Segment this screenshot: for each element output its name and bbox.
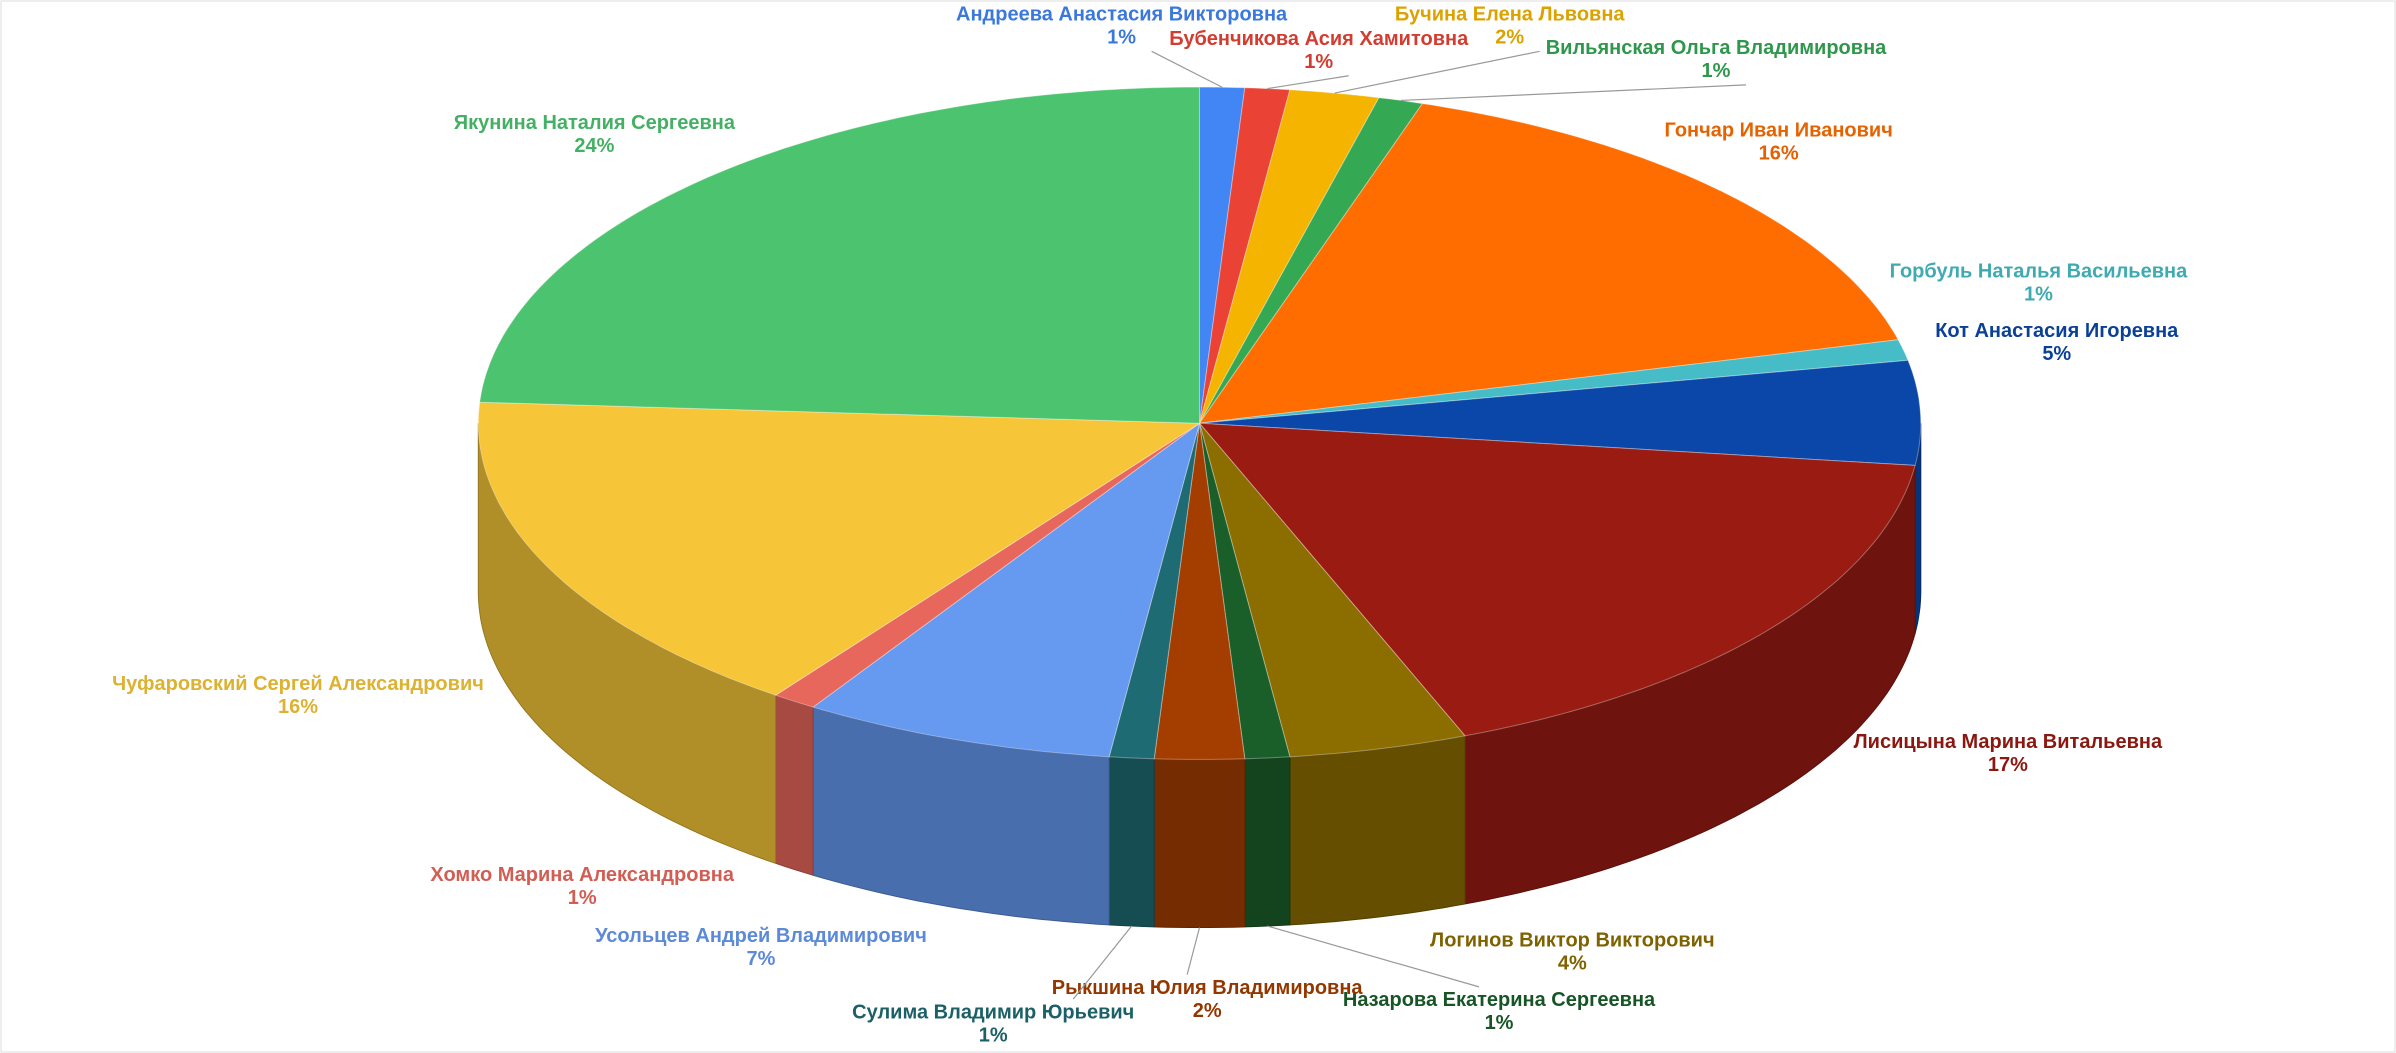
leader-line <box>1400 84 1747 102</box>
slice-side <box>477 423 777 865</box>
slice-side <box>1153 758 1246 928</box>
slice-label: Бубенчикова Асия Хамитовна <box>1169 28 1469 50</box>
leader-line <box>1334 50 1540 94</box>
value-label: 24% <box>574 135 614 157</box>
slice <box>1199 359 1922 466</box>
slice-label: Лисицына Марина Витальевна <box>1854 731 2163 753</box>
slice-label: Рыкшина Юлия Владимировна <box>1052 977 1364 999</box>
slice <box>1198 103 1899 424</box>
value-label: 1% <box>1485 1012 1514 1034</box>
value-label: 4% <box>1558 953 1587 975</box>
slice-label: Чуфаровский Сергей Александрович <box>112 673 484 695</box>
leader-line <box>1186 927 1201 975</box>
slice-label: Логинов Виктор Викторович <box>1430 930 1714 952</box>
slice-label: Якунина Наталия Сергеевна <box>454 112 736 134</box>
slice-label: Кот Анастасия Игоревна <box>1935 320 2179 342</box>
value-label: 2% <box>1193 1000 1222 1022</box>
slice <box>811 422 1201 758</box>
value-label: 17% <box>1988 754 2028 776</box>
value-label: 1% <box>568 887 597 909</box>
value-label: 1% <box>2024 283 2053 305</box>
value-label: 16% <box>278 696 318 718</box>
slice-label: Хомко Марина Александровна <box>430 864 734 886</box>
slice-label: Бучина Елена Львовна <box>1395 4 1626 26</box>
value-label: 1% <box>979 1024 1008 1046</box>
slice-label: Вильянская Ольга Владимировна <box>1546 37 1887 59</box>
slice-side <box>1244 756 1291 928</box>
slice-label: Усольцев Андрей Владимирович <box>595 925 927 947</box>
slice-label: Гончар Иван Иванович <box>1664 120 1892 142</box>
slice <box>479 86 1201 424</box>
slice <box>1153 423 1246 760</box>
slice-label: Назарова Екатерина Сергеевна <box>1343 989 1656 1011</box>
slice <box>477 401 1202 696</box>
value-label: 1% <box>1702 60 1731 82</box>
leader-line <box>1072 925 1133 1000</box>
value-label: 1% <box>1304 51 1333 73</box>
slice-label: Сулима Владимир Юрьевич <box>852 1001 1134 1023</box>
leader-line <box>1267 75 1349 90</box>
value-label: 7% <box>747 948 776 970</box>
slice-label: Горбуль Наталья Васильевна <box>1890 260 2188 282</box>
slice-side <box>775 694 814 876</box>
slice-side <box>1108 756 1155 928</box>
value-label: 16% <box>1759 143 1799 165</box>
slice-side <box>1289 735 1466 926</box>
leader-line <box>1151 50 1223 88</box>
leader-line <box>1267 925 1480 988</box>
slice <box>1198 422 1916 737</box>
slice <box>1199 422 1466 758</box>
value-label: 5% <box>2042 343 2071 365</box>
value-label: 1% <box>1107 27 1136 49</box>
slice-label: Андреева Анастасия Викторовна <box>956 4 1288 26</box>
value-label: 2% <box>1495 27 1524 49</box>
